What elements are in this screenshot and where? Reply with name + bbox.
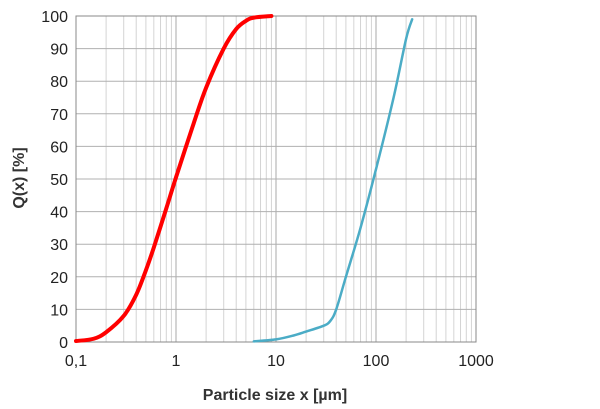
y-tick-label: 90	[50, 42, 68, 59]
x-tick-label: 10	[267, 353, 285, 370]
y-tick-label: 70	[50, 107, 68, 124]
x-tick-label: 0,1	[65, 353, 87, 370]
y-tick-label: 50	[50, 172, 68, 189]
series-line-1	[74, 14, 274, 344]
y-tick-label: 0	[59, 335, 68, 352]
x-axis-title: Particle size x [µm]	[203, 387, 347, 404]
x-tick-label: 1	[172, 353, 181, 370]
x-tick-label: 100	[363, 353, 390, 370]
y-tick-label: 10	[50, 302, 68, 319]
y-tick-label: 60	[50, 139, 68, 156]
y-tick-label: 100	[41, 9, 68, 26]
y-axis-title: Q(x) [%]	[11, 147, 28, 208]
y-tick-label: 80	[50, 74, 68, 91]
y-tick-label: 40	[50, 205, 68, 222]
y-tick-label: 30	[50, 237, 68, 254]
series-group	[74, 14, 414, 344]
series-line-2	[252, 18, 414, 343]
y-tick-labels: 0 10 20 30 40 50 60 70 80 90 100	[41, 9, 68, 352]
y-tick-label: 20	[50, 270, 68, 287]
plot-frame	[75, 15, 477, 343]
x-tick-label: 1000	[458, 353, 494, 370]
x-tick-labels: 0,1 1 10 100 1000	[65, 353, 494, 370]
